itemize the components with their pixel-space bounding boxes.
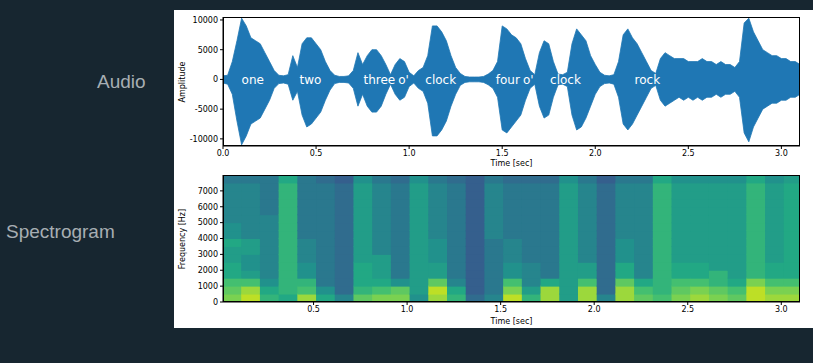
svg-text:10000: 10000 bbox=[193, 16, 218, 25]
svg-text:7000: 7000 bbox=[198, 187, 218, 196]
svg-text:3.0: 3.0 bbox=[775, 305, 788, 314]
svg-text:-10000: -10000 bbox=[190, 135, 218, 144]
svg-text:0: 0 bbox=[213, 75, 218, 84]
svg-text:1000: 1000 bbox=[198, 282, 218, 291]
svg-text:clock: clock bbox=[550, 73, 581, 87]
html-text:Spectrogram: Spectrogram bbox=[6, 221, 115, 242]
svg-text:4000: 4000 bbox=[198, 234, 218, 243]
svg-text:four: four bbox=[496, 73, 520, 87]
html-text:Frequency [Hz]: Frequency [Hz] bbox=[177, 208, 187, 269]
svg-text:three: three bbox=[363, 73, 395, 87]
html-text:Audio: Audio bbox=[97, 71, 146, 92]
svg-text:-5000: -5000 bbox=[195, 105, 218, 114]
svg-text:one: one bbox=[242, 73, 264, 87]
svg-text:1.5: 1.5 bbox=[496, 149, 509, 158]
svg-text:0.5: 0.5 bbox=[310, 149, 323, 158]
html-text:Amplitude: Amplitude bbox=[177, 61, 187, 102]
svg-text:rock: rock bbox=[635, 73, 661, 87]
svg-text:2.0: 2.0 bbox=[589, 149, 602, 158]
svg-text:o': o' bbox=[398, 73, 409, 87]
svg-text:1.5: 1.5 bbox=[494, 305, 507, 314]
svg-text:2000: 2000 bbox=[198, 266, 218, 275]
html-text:Time [sec]: Time [sec] bbox=[490, 317, 533, 326]
svg-text:6000: 6000 bbox=[198, 203, 218, 212]
svg-text:2.5: 2.5 bbox=[682, 149, 695, 158]
svg-text:1.0: 1.0 bbox=[401, 305, 414, 314]
svg-text:0: 0 bbox=[213, 298, 218, 307]
svg-text:3000: 3000 bbox=[198, 250, 218, 259]
svg-text:o': o' bbox=[523, 73, 534, 87]
svg-text:2.0: 2.0 bbox=[588, 305, 601, 314]
svg-text:5000: 5000 bbox=[198, 218, 218, 227]
svg-text:3.0: 3.0 bbox=[775, 149, 788, 158]
svg-text:5000: 5000 bbox=[198, 46, 218, 55]
html-text:Time [sec]: Time [sec] bbox=[490, 159, 533, 168]
svg-text:clock: clock bbox=[425, 73, 456, 87]
svg-text:0.0: 0.0 bbox=[217, 149, 230, 158]
svg-text:1.0: 1.0 bbox=[403, 149, 416, 158]
svg-text:2.5: 2.5 bbox=[681, 305, 694, 314]
svg-text:0.5: 0.5 bbox=[307, 305, 320, 314]
svg-text:two: two bbox=[300, 73, 322, 87]
